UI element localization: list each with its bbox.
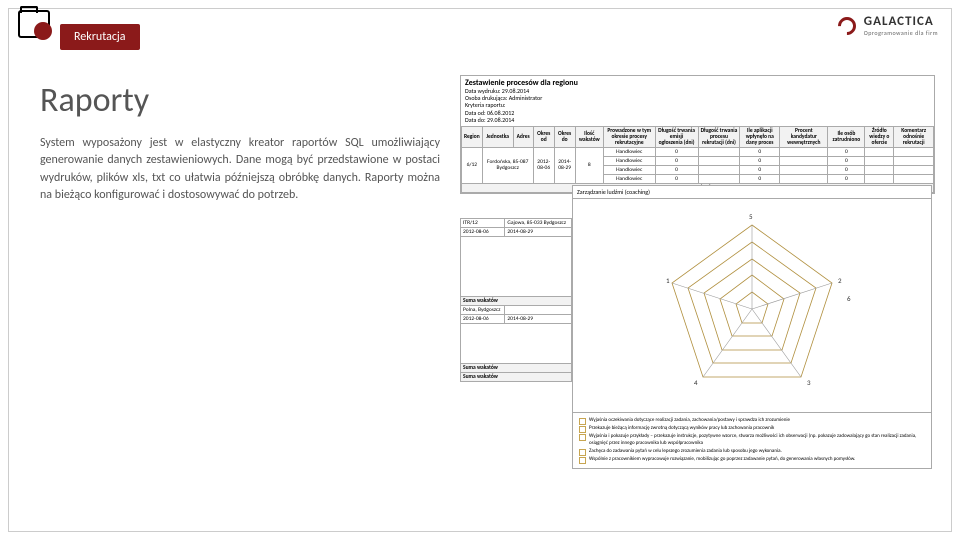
section-badge: Rekrutacja	[60, 24, 140, 50]
svg-text:1: 1	[666, 276, 670, 285]
page-title: Raporty	[40, 80, 440, 121]
folder-icon	[18, 10, 50, 38]
col-len2: Długość trwania procesu rekrutacji (dni)	[698, 126, 740, 147]
report-table-panel: Zestawienie procesów dla regionu Data wy…	[460, 75, 935, 194]
svg-text:3: 3	[807, 378, 811, 387]
report-table: Region Jednostka Adres Okres od Okres do…	[461, 126, 934, 193]
col-pct: Procent kandydatur wewnętrznych	[780, 126, 828, 147]
badge-label: Rekrutacja	[74, 30, 126, 44]
legend-item: Wyjaśnia i pokazuje przykłady – przekazu…	[579, 433, 925, 447]
legend-item: Wyjaśnia oczekiwania dotyczące realizacj…	[579, 417, 925, 424]
brand-name: GALACTICA	[864, 14, 938, 29]
col-src: Źródło wiedzy o ofercie	[865, 126, 894, 147]
col-addr: Adres	[513, 126, 533, 147]
mini-table-1: ITR/12Gajowa, 85-033 Bydgoszcz 2012-08-0…	[460, 218, 572, 382]
col-region: Region	[462, 126, 483, 147]
meta-date-to: Data do: 29.08.2014	[465, 117, 930, 124]
meta-printed-by: Osoba drukująca: Administrator	[465, 95, 930, 102]
col-len1: Długość trwania emisji ogłoszenia (dni)	[655, 126, 698, 147]
svg-text:6: 6	[847, 294, 851, 303]
radar-svg: 1 2 3 4 5 6	[582, 205, 922, 405]
brand-logo-icon	[838, 17, 856, 35]
radar-chart: 1 2 3 4 5 6	[573, 199, 931, 412]
brand-block: GALACTICA Oprogramowanie dla firm	[838, 14, 938, 37]
radar-panel: Zarządzanie ludźmi (coaching)	[572, 185, 932, 469]
col-apps: Ile aplikacji wpłynęło na dany proces	[740, 126, 780, 147]
col-hired: Ile osób zatrudniono	[828, 126, 865, 147]
svg-text:2: 2	[838, 276, 842, 285]
table-header-row: Region Jednostka Adres Okres od Okres do…	[462, 126, 934, 147]
col-unit: Jednostka	[482, 126, 513, 147]
col-wakat: Ilość wakatów	[575, 126, 603, 147]
svg-text:5: 5	[749, 212, 753, 221]
content-block: Raporty System wyposażony jest w elastyc…	[40, 80, 440, 205]
report-title: Zestawienie procesów dla regionu	[461, 76, 934, 88]
page-description: System wyposażony jest w elastyczny krea…	[40, 135, 440, 205]
report-meta: Data wydruku: 29.08.2014 Osoba drukująca…	[461, 88, 934, 126]
brand-tagline: Oprogramowanie dla firm	[864, 29, 938, 37]
radar-legend: Wyjaśnia oczekiwania dotyczące realizacj…	[573, 412, 931, 468]
col-from: Okres od	[533, 126, 554, 147]
svg-text:4: 4	[694, 378, 698, 387]
col-proc: Prowadzone w tym okresie procesy rekruta…	[603, 126, 655, 147]
table-row: 6/12 Fordońska, 85-087 Bydgoszcz 2012-08…	[462, 147, 934, 156]
lower-tables: ITR/12Gajowa, 85-033 Bydgoszcz 2012-08-0…	[460, 218, 572, 382]
legend-item: Zachęca do zadawania pytań w celu lepsze…	[579, 448, 925, 455]
col-comment: Komentarz odnośnie rekrutacji	[894, 126, 934, 147]
radar-title: Zarządzanie ludźmi (coaching)	[573, 186, 931, 199]
legend-item: Wspólnie z pracownikiem wypracowuje rozw…	[579, 456, 925, 463]
meta-date-from: Data od: 06.08.2012	[465, 110, 930, 117]
legend-item: Przekazuje bieżącą informację zwrotną do…	[579, 425, 925, 432]
col-to: Okres do	[554, 126, 575, 147]
meta-criteria: Kryteria raportu:	[465, 102, 930, 109]
globe-icon	[34, 22, 52, 40]
